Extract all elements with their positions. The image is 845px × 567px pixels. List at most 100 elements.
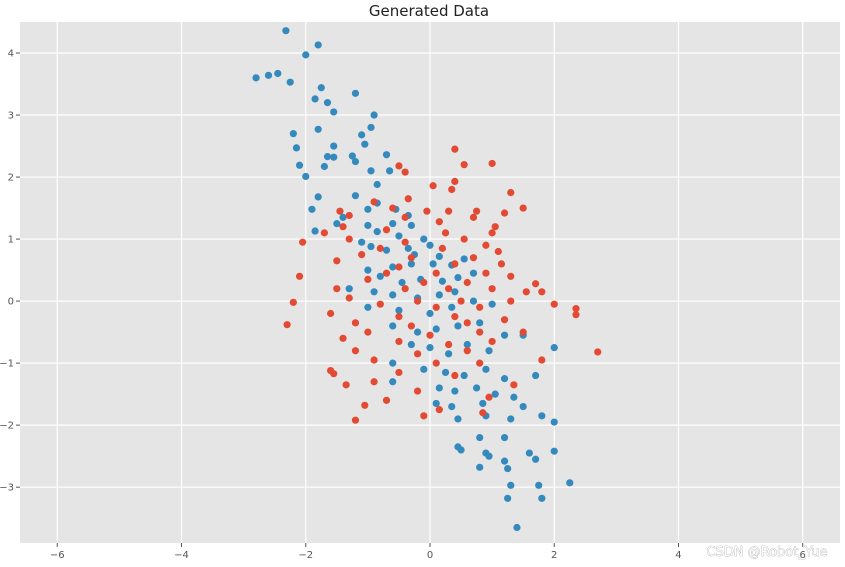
scatter-point [401,168,409,176]
scatter-point [314,41,322,49]
scatter-point [382,396,391,404]
scatter-point [500,375,509,383]
scatter-point [566,479,574,487]
scatter-point [373,228,381,236]
scatter-point [407,260,415,268]
scatter-point [532,371,540,380]
scatter-point [432,269,440,277]
scatter-point [550,418,558,426]
scatter-point [404,195,412,203]
scatter-point [333,285,341,293]
scatter-point [469,254,478,262]
scatter-point [460,371,468,380]
scatter-point [358,238,366,246]
scatter-point [445,350,453,358]
scatter-point [407,322,415,330]
scatter-point [488,285,496,293]
scatter-point [435,406,443,414]
scatter-point [500,331,509,339]
scatter-point [476,359,484,367]
scatter-point [330,153,338,161]
scatter-point [532,455,540,463]
scatter-point [330,142,338,150]
grid-lines [20,22,840,543]
scatter-point [429,260,437,268]
scatter-point [389,263,397,271]
scatter-point [454,273,462,282]
scatter-point [289,298,297,306]
scatter-point [504,464,512,473]
scatter-point [507,297,515,305]
scatter-point [401,213,409,221]
scatter-point [476,463,484,471]
x-tick-label: 6 [800,550,806,561]
y-tick-label: 2 [8,173,14,184]
scatter-point [538,356,546,364]
scatter-point [572,304,580,313]
scatter-point [299,238,307,246]
scatter-point [420,412,428,420]
scatter-point [395,232,403,240]
scatter-point [389,204,397,212]
scatter-point [550,447,558,455]
x-tick-label: 4 [675,550,681,561]
scatter-point [345,294,353,302]
scatter-point [420,365,428,373]
scatter-point [438,277,447,285]
scatter-point [401,238,409,246]
scatter-point [454,415,462,423]
scatter-point [448,303,456,311]
scatter-point [351,319,360,327]
scatter-point [476,433,484,442]
scatter-point [451,260,459,268]
scatter-point [351,192,360,200]
scatter-point [429,182,437,190]
scatter-point [488,159,496,168]
scatter-point [339,334,347,342]
scatter-point [513,523,521,532]
scatter-point [283,321,291,329]
watermark: CSDN @Robot_Yue [706,545,827,560]
scatter-point [420,235,428,243]
scatter-point [404,244,412,252]
scatter-point [485,393,493,401]
scatter-point [491,223,499,231]
y-tick-label: 0 [8,297,14,308]
scatter-point [463,347,471,355]
scatter-point [376,300,384,308]
scatter-point [367,167,375,175]
scatter-point [398,278,406,287]
scatter-point [336,207,344,215]
scatter-point [469,269,478,277]
scatter-point [594,348,602,356]
scatter-point [472,207,481,215]
scatter-point [476,303,484,311]
x-tick-label: −4 [174,550,189,561]
y-tick-label: −1 [0,359,14,370]
scatter-point [323,99,332,107]
scatter-point [572,311,580,319]
scatter-point [463,278,471,287]
scatter-point [472,384,481,392]
scatter-point [432,399,440,408]
scatter-point [264,71,273,79]
y-tick-label: −2 [0,421,14,432]
scatter-point [351,89,360,97]
scatter-point [364,266,372,274]
scatter-point [500,433,509,442]
scatter-point [382,226,391,234]
scatter-point [342,381,350,389]
scatter-point [432,325,440,333]
scatter-point [330,108,338,116]
scatter-point [482,365,490,373]
scatter-point [358,250,366,259]
scatter-point [488,337,496,346]
scatter-point [438,244,447,252]
scatter-point [460,255,468,263]
scatter-point [507,415,515,423]
scatter-point [314,193,322,201]
scatter-point [345,211,353,220]
scatter-point [451,387,459,395]
scatter-point [507,481,515,489]
scatter-point [435,252,443,261]
